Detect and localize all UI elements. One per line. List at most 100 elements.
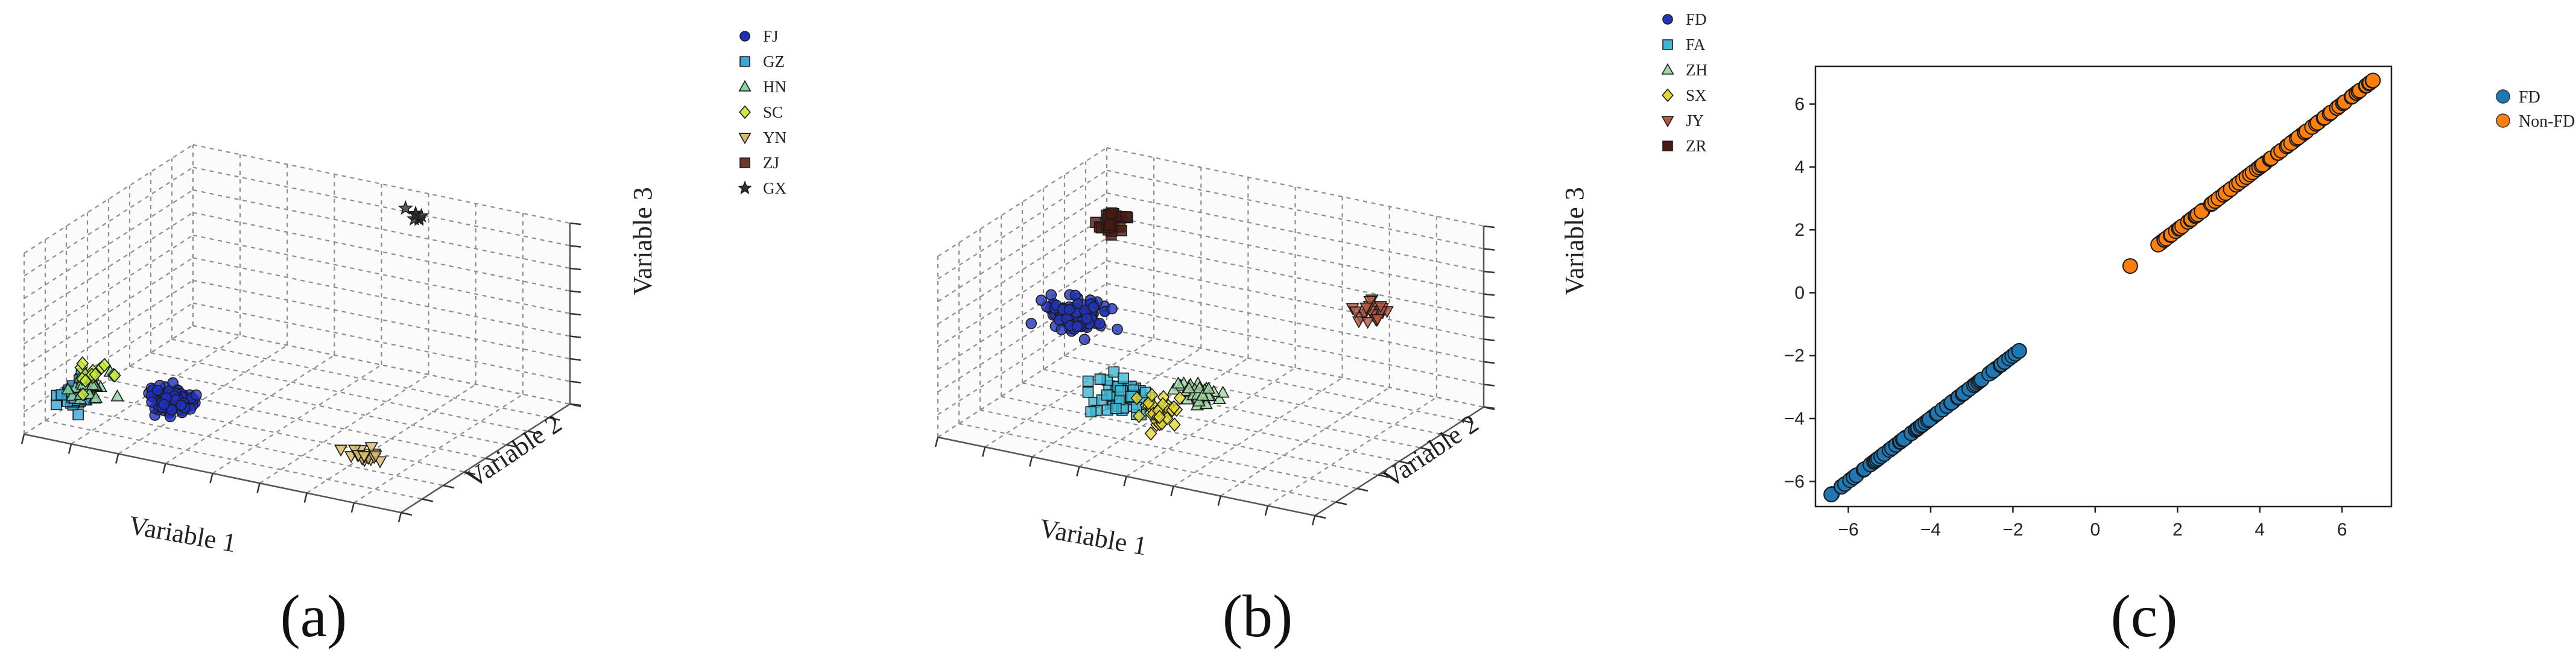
point-GX <box>397 200 413 215</box>
x-tick-label: 4 <box>2255 520 2265 540</box>
point-ZR <box>1116 225 1127 236</box>
point-FD <box>1025 318 1037 329</box>
legend: FD Non-FD <box>2496 88 2575 131</box>
point-FJ <box>166 404 178 416</box>
x-tick <box>256 482 261 493</box>
point-SC <box>76 356 89 371</box>
point-SC <box>89 367 102 382</box>
x-tick <box>1217 496 1221 506</box>
x-tick <box>303 493 308 503</box>
point-FA <box>1102 404 1113 416</box>
y-tick <box>1378 474 1390 478</box>
y-tick-label: 2 <box>1794 220 1805 240</box>
legend-label-JY: JY <box>1686 112 1704 130</box>
z-tick <box>1483 225 1495 229</box>
x-tick-label: −4 <box>1920 520 1941 540</box>
legend-marker-GX <box>737 180 753 195</box>
legend-label-Non-FD: Non-FD <box>2519 112 2575 131</box>
y-tick <box>464 471 476 475</box>
y-tick <box>1314 514 1326 519</box>
z-tick <box>1483 248 1495 251</box>
point-ZH <box>1182 381 1196 394</box>
x-tick <box>1170 485 1174 496</box>
y-tick <box>569 403 581 408</box>
point-ZR <box>1106 207 1118 220</box>
legend-marker-FJ <box>739 31 750 42</box>
point-ZH <box>1171 376 1185 389</box>
point-FD <box>1078 333 1090 346</box>
point-FA <box>1094 373 1106 385</box>
x-tick <box>1076 466 1080 477</box>
x-tick <box>350 502 355 513</box>
x-tick <box>1029 457 1033 467</box>
y-tick <box>1441 433 1453 438</box>
point-HN <box>86 378 100 390</box>
point-SC <box>79 373 92 388</box>
point-ZH <box>1216 385 1230 398</box>
data-points <box>1025 207 1394 441</box>
legend-marker-ZR <box>1662 141 1673 151</box>
point-FA <box>1110 403 1122 414</box>
series-YN <box>334 442 387 469</box>
point-YN <box>357 450 371 463</box>
point-FJ <box>176 399 187 411</box>
legend-marker-FD <box>2496 89 2510 104</box>
point-FJ <box>158 399 170 410</box>
series-ZH <box>1166 376 1230 411</box>
point-SX <box>1173 391 1186 405</box>
series-JY <box>1346 294 1394 329</box>
point-JY <box>1373 301 1388 314</box>
floor-pane <box>938 329 1484 516</box>
y-tick <box>548 417 560 421</box>
y-tick-label: −4 <box>1784 409 1805 429</box>
y-tick-label: −2 <box>1784 346 1805 366</box>
legend-marker-SX <box>1662 88 1674 103</box>
y-tick-label: 0 <box>1794 283 1805 303</box>
legend: FD FA ZH SX JY ZR <box>1661 10 1707 155</box>
x-tick <box>162 463 166 474</box>
x-axis-title: Variable 1 <box>1037 513 1149 561</box>
point-FA <box>1101 389 1113 401</box>
x-tick <box>68 443 72 454</box>
point-JY <box>1370 314 1385 326</box>
z-tick <box>569 358 581 361</box>
point-FD <box>1036 294 1047 306</box>
z-tick <box>569 222 581 226</box>
point-SX <box>1156 397 1169 412</box>
point-SC <box>77 387 90 402</box>
point-GX <box>413 207 429 223</box>
y-tick <box>1356 487 1369 492</box>
point-ZH <box>1192 394 1206 406</box>
point-FA <box>1082 375 1094 387</box>
axes <box>934 225 1495 526</box>
legend-label-GZ: GZ <box>763 52 785 71</box>
x-tick-label: 2 <box>2173 520 2183 540</box>
y-tick-label: −6 <box>1784 472 1805 491</box>
z-tick <box>569 267 581 271</box>
point-ZH <box>1201 381 1215 394</box>
x-tick-label: 0 <box>2090 520 2101 540</box>
z-tick <box>1483 384 1495 387</box>
point-FD <box>1087 302 1100 313</box>
point-HN <box>110 389 124 402</box>
point-FD <box>1045 289 1057 301</box>
point-FD <box>1106 303 1118 315</box>
point-SX <box>1153 409 1166 425</box>
point-FD <box>1072 298 1084 309</box>
point-ZH <box>1195 388 1209 401</box>
x-tick-label: −6 <box>1838 520 1858 540</box>
legend-marker-HN <box>738 80 752 92</box>
y-tick <box>400 511 413 516</box>
legend-marker-GZ <box>739 56 750 67</box>
legend-marker-SC <box>739 105 751 119</box>
point-FJ <box>146 396 157 408</box>
series-SX <box>1130 388 1186 441</box>
floor-pane <box>24 326 570 513</box>
series-GX <box>397 200 429 226</box>
series-SC <box>74 356 121 402</box>
point-FD <box>1112 323 1123 335</box>
point-JY <box>1349 306 1362 319</box>
x-axis-title: Variable 1 <box>127 510 238 558</box>
point-SC <box>108 368 121 383</box>
legend-label-ZJ: ZJ <box>763 154 779 172</box>
